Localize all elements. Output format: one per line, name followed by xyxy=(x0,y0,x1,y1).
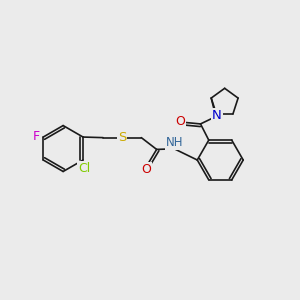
Text: Cl: Cl xyxy=(78,162,91,175)
Text: N: N xyxy=(212,109,222,122)
Text: NH: NH xyxy=(166,136,184,149)
Text: O: O xyxy=(175,116,185,128)
Text: F: F xyxy=(33,130,40,143)
Text: O: O xyxy=(141,163,151,176)
Text: S: S xyxy=(118,131,126,144)
